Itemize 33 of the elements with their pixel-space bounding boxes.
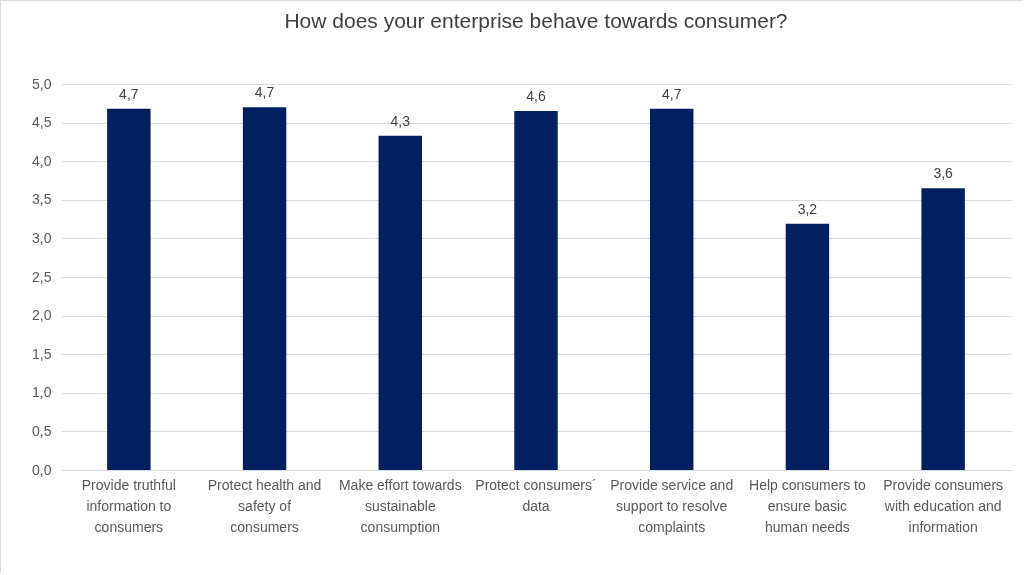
y-tick-label: 1,5 (32, 345, 52, 362)
y-tick-label: 4,0 (32, 152, 52, 169)
y-tick-label: 2,5 (32, 268, 52, 285)
y-tick-label: 3,0 (32, 229, 52, 246)
bar (785, 223, 830, 470)
bar (242, 107, 287, 470)
y-tick-label: 0,5 (32, 422, 52, 439)
y-tick-label: 1,0 (32, 384, 52, 401)
y-tick-label: 2,0 (32, 307, 52, 324)
bar (107, 108, 151, 470)
data-label: 4,7 (119, 85, 139, 102)
bar (378, 135, 422, 470)
bar (650, 108, 694, 470)
data-label: 4,7 (254, 84, 275, 101)
data-label: 4,3 (390, 112, 411, 129)
chart-title: How does your enterprise behave towards consumer? (284, 9, 788, 32)
x-tick-label: Protect health and safety of consumers (207, 476, 322, 535)
y-tick-label: 3,5 (32, 191, 52, 208)
data-label: 3,6 (933, 165, 954, 182)
x-tick-label: Make effort towards sustainable consumption (338, 476, 462, 535)
y-tick-label: 4,5 (32, 114, 52, 131)
x-tick-label: Provide consumers with education and information (883, 476, 1004, 535)
data-label: 4,7 (661, 85, 682, 102)
bar (514, 111, 558, 470)
data-label: 3,2 (797, 200, 818, 217)
bar (921, 188, 965, 470)
y-tick-label: 5,0 (32, 75, 52, 92)
x-tick-label: Help consumers to ensure basic human needs (749, 476, 866, 535)
x-tick-label: Provide service and support to resolve complaints (610, 476, 734, 535)
x-tick-label: Protect consumers´ data (475, 476, 597, 514)
x-tick-label: Provide truthful information to consumers (81, 476, 176, 535)
data-label: 4,6 (526, 88, 546, 105)
y-tick-label: 0,0 (32, 461, 52, 478)
